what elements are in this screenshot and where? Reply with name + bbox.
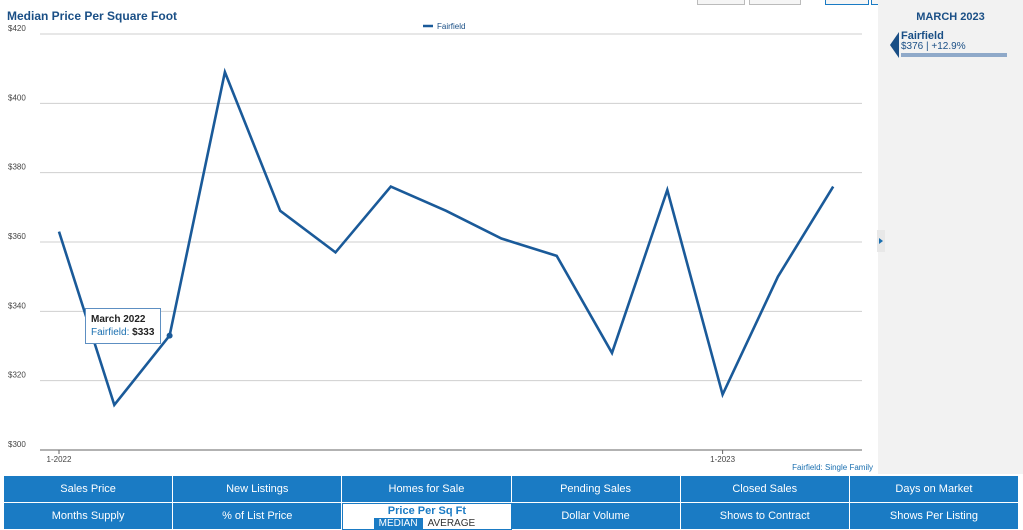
side-panel-date: MARCH 2023 (916, 11, 985, 23)
side-panel: MARCH 2023 Fairfield $376 | +12.9% (878, 0, 1023, 474)
y-tick-label: $420 (8, 24, 26, 33)
metric-pct-of-list-price[interactable]: % of List Price (173, 503, 343, 530)
metric-price-per-sq-ft[interactable]: Price Per Sq Ft MEDIAN AVERAGE (342, 503, 512, 530)
side-panel-series: Fairfield (901, 30, 944, 42)
metric-shows-per-listing[interactable]: Shows Per Listing (849, 503, 1019, 530)
metrics-nav: Sales Price New Listings Homes for Sale … (4, 476, 1019, 530)
metric-dollar-volume[interactable]: Dollar Volume (511, 503, 681, 530)
metric-mode-toggle: MEDIAN AVERAGE (373, 518, 481, 529)
mode-option-average[interactable]: AVERAGE (427, 518, 476, 529)
chart-title: Median Price Per Square Foot (7, 9, 178, 23)
line-chart: $300 $320 $340 $360 $380 $400 $420 1-2022 1-2023… (8, 22, 862, 464)
mode-option-median[interactable]: MEDIAN (373, 518, 423, 529)
side-panel-values: $376 | +12.9% (901, 41, 966, 52)
metric-closed-sales[interactable]: Closed Sales (680, 476, 850, 503)
x-tick-label: 1-2023 (710, 455, 735, 464)
highlight-point (166, 332, 173, 339)
chart-footnote: Fairfield: Single Family (792, 463, 873, 472)
y-tick-label: $400 (8, 93, 26, 102)
tooltip-date: March 2022 (91, 314, 146, 325)
series-line-fairfield (57, 67, 835, 408)
side-panel-bar (901, 53, 1007, 57)
chart-tooltip: March 2022 Fairfield: $333 (85, 308, 161, 344)
metric-shows-to-contract[interactable]: Shows to Contract (680, 503, 850, 530)
metric-price-per-sq-ft-label: Price Per Sq Ft (387, 505, 467, 517)
tooltip-value: $333 (132, 327, 155, 338)
metric-pending-sales[interactable]: Pending Sales (511, 476, 681, 503)
y-tick-label: $360 (8, 232, 26, 241)
y-tick-label: $300 (8, 440, 26, 449)
y-tick-label: $380 (8, 163, 26, 172)
top-control-2[interactable] (749, 0, 801, 5)
panel-toggle-button[interactable] (877, 230, 885, 252)
top-control-3[interactable] (825, 0, 869, 5)
metric-days-on-market[interactable]: Days on Market (849, 476, 1019, 503)
metric-months-supply[interactable]: Months Supply (4, 503, 174, 530)
metric-sales-price[interactable]: Sales Price (4, 476, 174, 503)
chevron-right-icon (879, 238, 883, 244)
y-tick-label: $320 (8, 371, 26, 380)
side-panel-marker-icon (890, 32, 899, 58)
metric-new-listings[interactable]: New Listings (173, 476, 343, 503)
y-tick-label: $340 (8, 301, 26, 310)
top-control-1[interactable] (697, 0, 745, 5)
x-tick-label: 1-2022 (47, 455, 72, 464)
legend-label: Fairfield (437, 22, 465, 31)
tooltip-series: Fairfield (91, 327, 127, 338)
metric-homes-for-sale[interactable]: Homes for Sale (342, 476, 512, 503)
